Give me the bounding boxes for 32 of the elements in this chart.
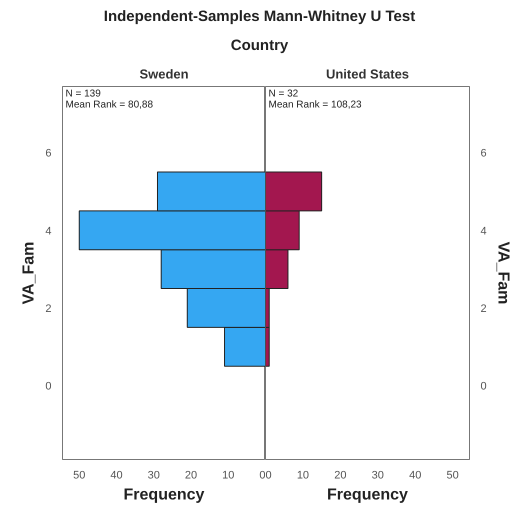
annotation: N = 139: [66, 88, 102, 100]
y-tick-label: 6: [480, 147, 487, 160]
chart-title: United States: [326, 66, 410, 82]
y-tick-label: 0: [480, 380, 487, 393]
y-axis-title: VA_Fam: [494, 241, 512, 304]
x-tick-label: 50: [73, 469, 86, 482]
x-tick-label: 40: [409, 469, 422, 482]
y-tick-label: 6: [45, 147, 52, 160]
annotation: N = 32: [268, 88, 299, 100]
annotation: Mean Rank = 80,88: [66, 99, 154, 110]
y-axis-title: VA_Fam: [20, 241, 38, 304]
x-tick-label: 30: [372, 469, 384, 482]
x-tick-label: 50: [446, 469, 459, 482]
y-tick-label: 2: [480, 302, 487, 315]
text: Independent-Samples Mann-Whitney U Test: [104, 7, 416, 27]
chart-title: Sweden: [139, 66, 189, 82]
x-tick-label: 30: [148, 469, 160, 482]
x-tick-label: 40: [110, 469, 123, 482]
x-axis-title: Frequency: [327, 486, 408, 504]
x-tick-label: 20: [334, 469, 346, 482]
y-tick-label: 2: [45, 302, 52, 315]
x-tick-label: 10: [222, 469, 234, 482]
x-tick-label: 0: [259, 469, 266, 482]
y-tick-label: 0: [45, 380, 52, 393]
x-axis-title: Frequency: [124, 486, 205, 504]
text: Country: [230, 36, 288, 56]
y-tick-label: 4: [480, 225, 487, 238]
x-tick-label: 10: [296, 469, 310, 482]
annotation: Mean Rank = 108,23: [268, 99, 362, 110]
x-tick-label: 20: [184, 469, 198, 482]
x-tick-label: 0: [266, 469, 272, 482]
y-tick-label: 4: [45, 225, 52, 238]
